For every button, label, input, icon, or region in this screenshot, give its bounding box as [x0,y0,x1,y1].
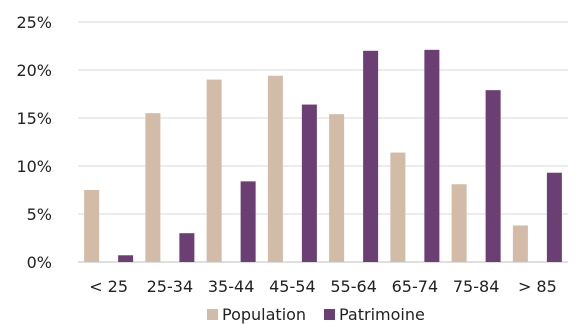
y-tick-label: 0% [27,253,52,272]
legend-swatch [324,309,335,320]
legend-swatch [207,309,218,320]
x-tick-label: 55-64 [330,277,377,296]
y-tick-label: 25% [16,13,52,32]
y-tick-label: 5% [27,205,52,224]
bar-population [390,152,406,262]
legend-label: Population [222,305,306,324]
bar-population [84,190,100,262]
x-axis-ticks: < 25 25-34 35-44 45-54 55-64 65-74 75-84 > 85 [89,277,557,296]
bar-patrimoine [179,233,195,262]
y-tick-label: 10% [16,157,52,176]
x-tick-label: 65-74 [392,277,439,296]
bar-population [329,114,345,262]
y-tick-label: 15% [16,109,52,128]
y-axis-ticks: 0% 5% 10% 15% 20% 25% [16,13,52,272]
legend: Population Patrimoine [207,305,425,324]
bar-population [145,113,161,262]
x-tick-label: 25-34 [147,277,194,296]
x-tick-label: > 85 [518,277,557,296]
y-tick-label: 20% [16,61,52,80]
x-tick-label: 45-54 [269,277,316,296]
bar-patrimoine [485,90,501,262]
bar-population [206,79,222,262]
bar-patrimoine [424,49,440,263]
bar-patrimoine [546,172,562,262]
bar-population [451,184,467,262]
legend-label: Patrimoine [339,305,425,324]
x-tick-label: 75-84 [453,277,500,296]
bar-population [267,75,283,262]
x-tick-label: 35-44 [208,277,255,296]
bar-population [512,225,528,262]
bars [84,49,562,263]
bar-patrimoine [301,104,317,262]
bar-patrimoine [118,255,134,262]
bar-patrimoine [240,181,256,262]
x-tick-label: < 25 [89,277,128,296]
bar-patrimoine [363,50,379,262]
